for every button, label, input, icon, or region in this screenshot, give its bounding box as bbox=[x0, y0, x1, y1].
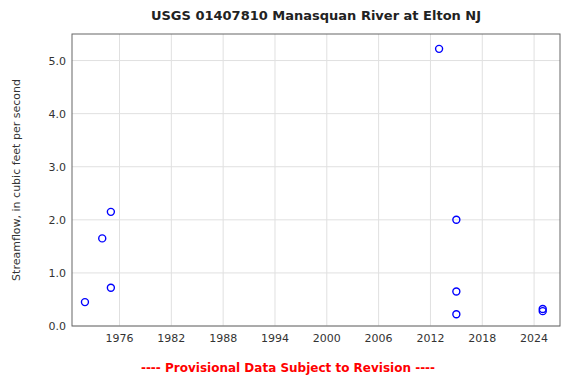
x-grid-line bbox=[119, 34, 120, 326]
point bbox=[539, 306, 546, 313]
chart: 1976 1982 1988 1994 2000 2006 2012 2018 2024 0.0 1… bbox=[0, 0, 576, 384]
x-tick-label: 1982 bbox=[157, 332, 185, 345]
y-tick-label: 4.0 bbox=[49, 108, 67, 121]
y-tick-label: 0.0 bbox=[49, 320, 67, 333]
y-tick-label: 5.0 bbox=[49, 55, 67, 68]
x-tick-label: 2012 bbox=[416, 332, 444, 345]
x-grid-line bbox=[378, 34, 379, 326]
point bbox=[436, 45, 443, 52]
y-grid-line bbox=[72, 272, 560, 273]
x-axis: 1976 1982 1988 1994 2000 2006 2012 2018 2024 bbox=[106, 332, 549, 345]
point bbox=[107, 208, 114, 215]
point bbox=[107, 284, 114, 291]
plot-frame bbox=[72, 34, 560, 326]
x-grid-line bbox=[274, 34, 275, 326]
point bbox=[453, 311, 460, 318]
y-tick-label: 1.0 bbox=[49, 267, 67, 280]
x-tick-label: 2018 bbox=[468, 332, 496, 345]
x-tick-label: 2024 bbox=[520, 332, 548, 345]
y-axis: 0.0 1.0 2.0 3.0 4.0 5.0 bbox=[49, 55, 67, 333]
y-grid-line bbox=[72, 166, 560, 167]
point bbox=[453, 216, 460, 223]
y-grid-line bbox=[72, 219, 560, 220]
x-grid-line bbox=[534, 34, 535, 326]
title: USGS 01407810 Manasquan River at Elton N… bbox=[151, 8, 481, 23]
x-tick-label: 2000 bbox=[313, 332, 341, 345]
y-tick-label: 2.0 bbox=[49, 214, 67, 227]
y-grid-line bbox=[72, 60, 560, 61]
x-grid-line bbox=[482, 34, 483, 326]
point bbox=[453, 288, 460, 295]
grid bbox=[72, 34, 560, 326]
points bbox=[81, 45, 546, 317]
point bbox=[81, 299, 88, 306]
x-grid-line bbox=[430, 34, 431, 326]
x-grid-line bbox=[171, 34, 172, 326]
y-axis-label: Streamflow, in cubic feet per second bbox=[10, 79, 23, 281]
y-grid-line bbox=[72, 113, 560, 114]
x-grid-line bbox=[326, 34, 327, 326]
x-tick-label: 1976 bbox=[106, 332, 134, 345]
x-tick-label: 1994 bbox=[261, 332, 289, 345]
x-tick-label: 2006 bbox=[365, 332, 393, 345]
subtitle: ---- Provisional Data Subject to Revisio… bbox=[141, 361, 435, 375]
x-tick-label: 1988 bbox=[209, 332, 237, 345]
point bbox=[99, 235, 106, 242]
x-grid-line bbox=[223, 34, 224, 326]
y-tick-label: 3.0 bbox=[49, 161, 67, 174]
